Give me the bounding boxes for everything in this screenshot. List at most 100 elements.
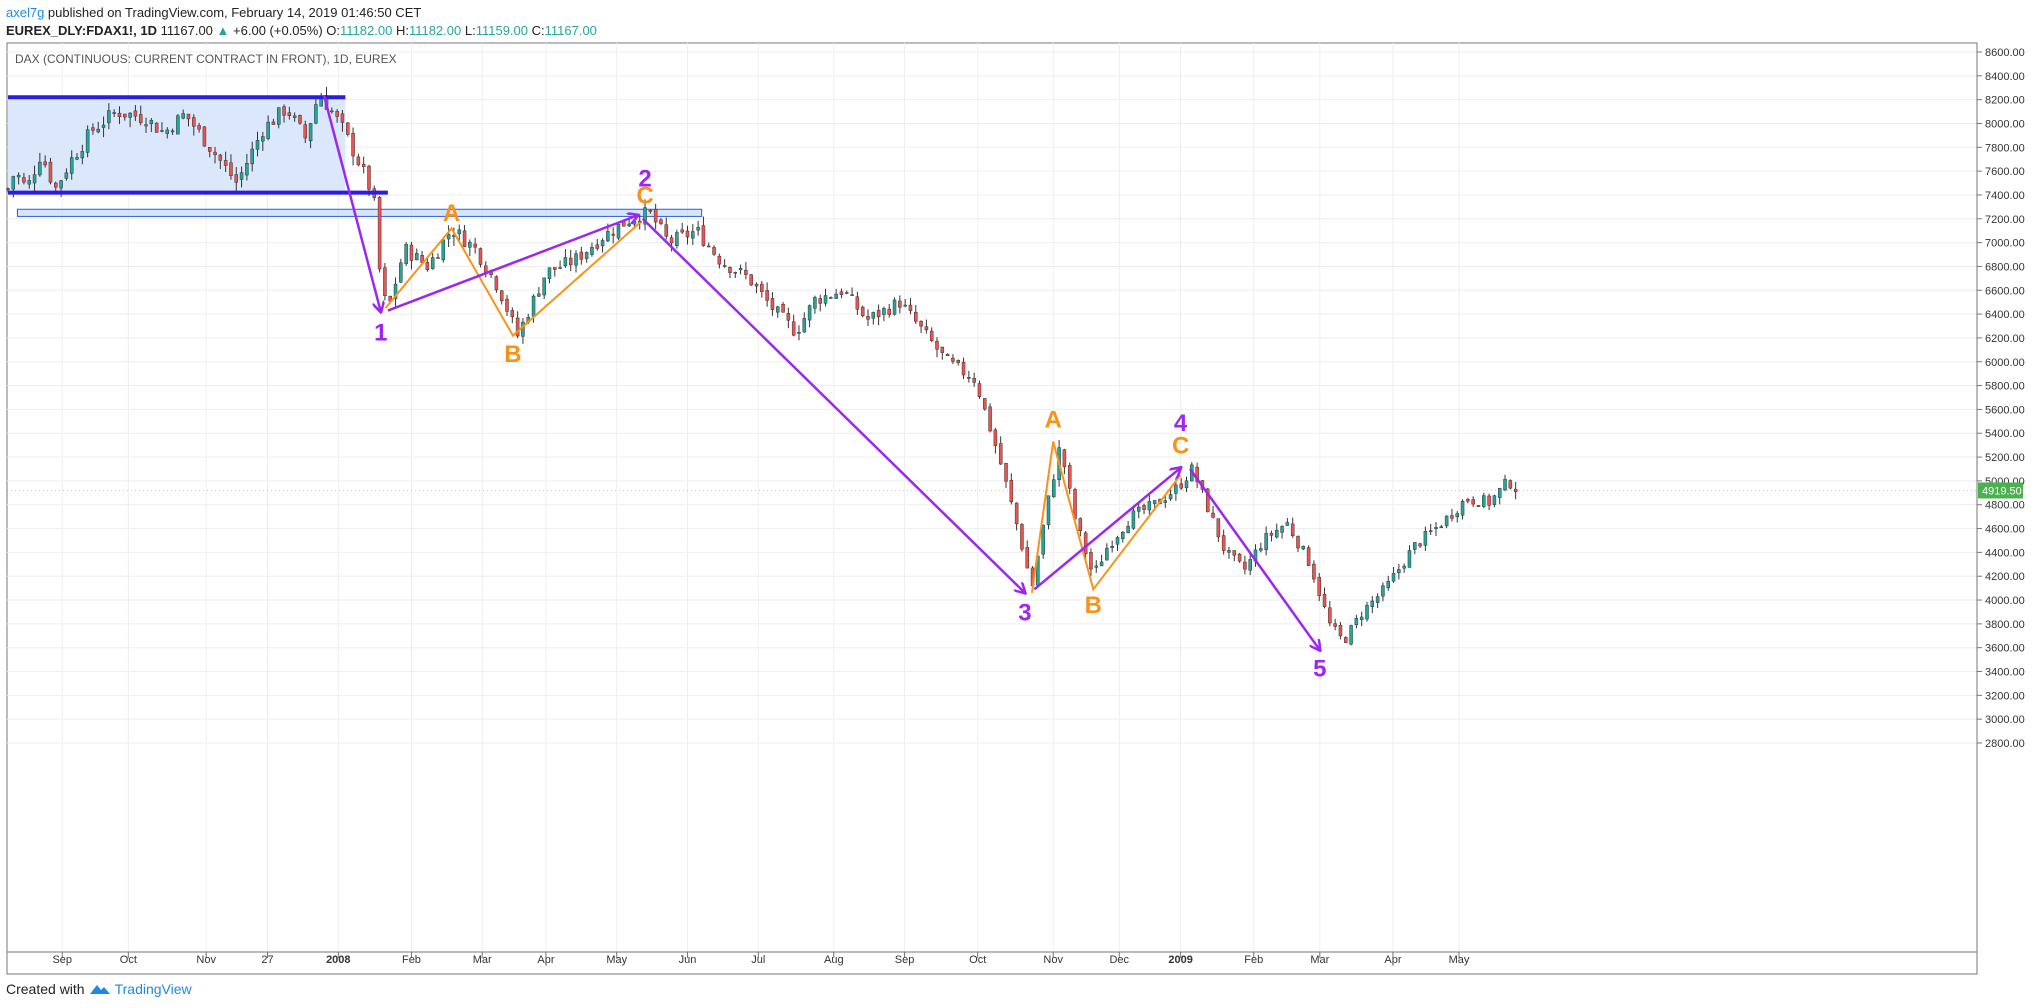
- candle-body: [903, 304, 907, 307]
- candle-body: [377, 197, 382, 270]
- candle-body: [1413, 542, 1417, 550]
- author-link[interactable]: axel7g: [6, 5, 45, 20]
- candle-body: [1136, 506, 1141, 512]
- publish-line: axel7g published on TradingView.com, Feb…: [6, 4, 597, 22]
- candle-body: [367, 165, 371, 190]
- x-tick-label: Mar: [1310, 954, 1329, 966]
- y-tick-label: 5600.00: [1985, 404, 2025, 416]
- candle-body: [1354, 618, 1359, 626]
- candle-body: [239, 172, 244, 180]
- candle-body: [415, 253, 419, 261]
- candle-body: [64, 172, 69, 179]
- last-price-badge: [1978, 482, 2023, 499]
- candle-body: [781, 304, 785, 313]
- candle-body: [1444, 515, 1449, 527]
- candle-body: [664, 224, 669, 237]
- candle-body: [537, 293, 541, 297]
- y-tick-label: 4600.00: [1985, 524, 2025, 536]
- candle-body: [80, 151, 85, 159]
- candle-body: [983, 398, 987, 410]
- candle-body: [22, 177, 26, 183]
- candle-body: [1508, 480, 1513, 489]
- candle-body: [505, 298, 509, 312]
- chart-frame: [6, 42, 1978, 975]
- candle-body: [760, 283, 764, 292]
- candle-body: [1397, 569, 1401, 574]
- candle-body: [393, 283, 398, 300]
- candle-body: [330, 110, 334, 113]
- price-axis[interactable]: 8600.00 8400.00 8200.00 8000.00 7800.00 7600.…: [1977, 47, 2025, 750]
- candle-body: [1423, 530, 1428, 546]
- candle-body: [882, 308, 886, 315]
- candle-body: [914, 312, 918, 322]
- candle-body: [287, 112, 292, 116]
- chart-header: axel7g published on TradingView.com, Feb…: [6, 4, 597, 40]
- candle-body: [292, 115, 297, 118]
- candle-body: [834, 293, 838, 299]
- candle-body: [91, 127, 95, 131]
- candle-body: [1078, 518, 1083, 531]
- candle-body: [1503, 478, 1507, 491]
- candle-body: [935, 340, 939, 350]
- candle-body: [1450, 515, 1454, 519]
- candle-body: [308, 123, 313, 142]
- time-axis[interactable]: Sep Oct Nov 27 2008 Feb Mar Apr May Jun Jul Aug Sep O…: [7, 951, 1977, 966]
- candle-body: [1497, 488, 1502, 498]
- candle-body: [1482, 495, 1486, 507]
- candle-body: [149, 120, 154, 125]
- candle-body: [876, 309, 881, 318]
- candle-body: [1152, 500, 1157, 504]
- high-label: H:: [395, 23, 409, 38]
- candle-body: [696, 226, 700, 231]
- candle-body: [1121, 531, 1125, 539]
- candle-body: [107, 110, 111, 124]
- candle-body: [1290, 523, 1295, 536]
- candle-body: [43, 161, 47, 166]
- candle-body: [346, 122, 350, 135]
- resistance-zone: [16, 208, 703, 217]
- candle-body: [685, 230, 690, 238]
- candle-body: [446, 233, 451, 240]
- candle-body: [1237, 553, 1242, 562]
- candle-body: [659, 219, 663, 224]
- y-tick-label: 7000.00: [1985, 238, 2025, 250]
- brand-link[interactable]: TradingView: [114, 981, 192, 997]
- y-tick-label: 6000.00: [1985, 357, 2025, 369]
- candle-body: [1301, 546, 1306, 550]
- candle-body: [1312, 563, 1316, 580]
- candle-body: [871, 312, 876, 319]
- candle-body: [988, 406, 992, 432]
- candle-body: [1476, 505, 1481, 507]
- candle-body: [722, 265, 727, 267]
- symbol-name: EUREX_DLY:FDAX1!, 1D: [6, 23, 157, 38]
- y-tick-label: 7600.00: [1985, 166, 2025, 178]
- candle-body: [1381, 585, 1385, 597]
- y-tick-label: 2800.00: [1985, 738, 2025, 750]
- y-tick-label: 8400.00: [1985, 71, 2025, 83]
- candle-body: [1216, 518, 1221, 538]
- impulse-wave-arrow: [387, 215, 638, 312]
- candle-body: [553, 267, 557, 270]
- candle-body: [807, 305, 812, 321]
- created-with-label: Created with: [6, 981, 85, 997]
- candle-body: [1243, 561, 1247, 570]
- candle-body: [6, 188, 10, 190]
- candle-body: [1099, 561, 1104, 567]
- candle-body: [1004, 462, 1008, 482]
- wave-label: 1: [374, 319, 387, 346]
- candle-body: [1328, 607, 1332, 624]
- candle-body: [993, 429, 998, 447]
- candle-body: [133, 110, 138, 117]
- x-tick-label: Mar: [473, 954, 492, 966]
- candle-body: [860, 306, 865, 317]
- candle-body: [1285, 522, 1290, 526]
- candle-body: [892, 299, 897, 315]
- y-tick-label: 6200.00: [1985, 333, 2025, 345]
- x-tick-label: 2009: [1168, 954, 1192, 966]
- candle-body: [1439, 526, 1444, 528]
- symbol-line: EUREX_DLY:FDAX1!, 1D 11167.00 ▲ +6.00 (+…: [6, 22, 597, 40]
- candle-body: [823, 295, 828, 304]
- candle-body: [1094, 565, 1099, 568]
- candle-body: [1248, 559, 1252, 571]
